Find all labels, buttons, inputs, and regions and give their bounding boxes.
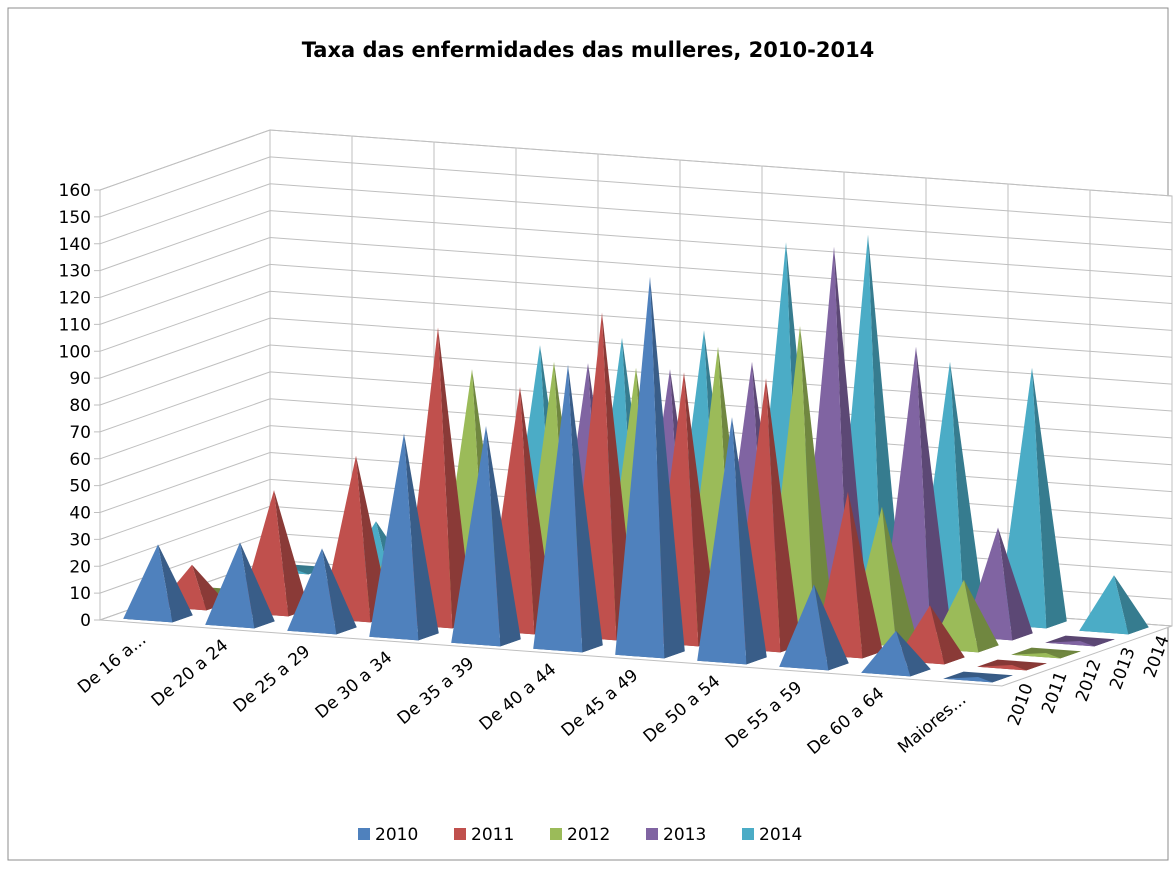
- y-tick-label: 70: [69, 423, 91, 443]
- pyramid-front-face: [943, 677, 993, 683]
- pyramid-right-face: [650, 276, 685, 659]
- pyramid-right-face: [486, 426, 521, 647]
- legend-label: 2011: [471, 825, 514, 845]
- y-tick-label: 50: [69, 477, 91, 497]
- pyramid-right-face: [438, 327, 473, 629]
- legend-swatch: [550, 828, 562, 840]
- pyramid-front-face: [615, 276, 665, 659]
- pyramid-right-face: [896, 630, 931, 677]
- pyramid-right-face: [950, 361, 985, 623]
- pyramid-right-face: [1114, 575, 1149, 635]
- pyramid-right-face: [732, 417, 767, 665]
- pyramid-right-face: [978, 675, 1013, 683]
- grid-line: [99, 156, 1173, 224]
- pyramid-front-face: [451, 426, 501, 647]
- legend-swatch: [358, 828, 370, 840]
- pyramid: [1079, 575, 1149, 635]
- pyramid: [779, 584, 849, 671]
- pyramid-right-face: [766, 378, 801, 653]
- y-tick-label: 40: [69, 504, 91, 524]
- pyramid-front-face: [1011, 653, 1061, 659]
- grid-line: [99, 129, 1173, 197]
- pyramid: [287, 548, 357, 635]
- y-tick-label: 100: [59, 342, 91, 362]
- pyramid-right-face: [964, 579, 999, 653]
- y-tick-label: 110: [59, 315, 91, 335]
- legend-label: 2012: [567, 825, 610, 845]
- pyramid-front-face: [533, 364, 583, 653]
- pyramid-right-face: [998, 527, 1033, 641]
- pyramid-right-face: [274, 490, 309, 617]
- pyramid-right-face: [800, 325, 835, 641]
- pyramid-right-face: [834, 246, 869, 629]
- grid-line: [99, 183, 1173, 251]
- pyramid: [369, 433, 439, 641]
- y-tick-label: 30: [69, 530, 91, 550]
- legend-swatch: [646, 828, 658, 840]
- pyramid-right-face: [1032, 367, 1067, 629]
- pyramid-right-face: [322, 548, 357, 635]
- grid-line: [99, 210, 1173, 278]
- legend-label: 2014: [759, 825, 802, 845]
- pyramid-right-face: [1080, 639, 1115, 647]
- pyramid-front-face: [287, 548, 337, 635]
- pyramid: [1011, 647, 1081, 659]
- y-tick-label: 60: [69, 450, 91, 470]
- pyramid-right-face: [868, 234, 903, 617]
- pyramid-front-face: [779, 584, 829, 671]
- pyramid-front-face: [697, 417, 747, 665]
- pyramid-right-face: [1046, 651, 1081, 659]
- pyramid-front-face: [1045, 641, 1095, 647]
- pyramid-right-face: [158, 544, 193, 623]
- pyramid-front-face: [977, 665, 1027, 671]
- pyramid: [977, 659, 1047, 671]
- pyramid: [451, 426, 521, 647]
- legend-swatch: [454, 828, 466, 840]
- pyramid-right-face: [848, 491, 883, 659]
- pyramid-right-face: [404, 433, 439, 641]
- y-tick-label: 0: [80, 611, 91, 631]
- pyramid-right-face: [1012, 663, 1047, 671]
- pyramid: [205, 542, 275, 629]
- y-tick-label: 120: [59, 289, 91, 309]
- pyramid: [943, 671, 1013, 683]
- pyramid-right-face: [814, 584, 849, 671]
- pyramid: [1045, 635, 1115, 647]
- y-tick-label: 10: [69, 584, 91, 604]
- legend-label: 2010: [375, 825, 418, 845]
- chart-title: Taxa das enfermidades das mulleres, 2010…: [302, 38, 875, 62]
- pyramid-right-face: [930, 605, 965, 665]
- legend-swatch: [742, 828, 754, 840]
- pyramid-front-face: [123, 544, 173, 623]
- pyramid: [615, 276, 685, 659]
- pyramid: [861, 630, 931, 677]
- y-tick-label: 80: [69, 396, 91, 416]
- y-tick-label: 20: [69, 557, 91, 577]
- pyramid: [123, 544, 193, 623]
- pyramid-right-face: [882, 506, 917, 647]
- pyramid-right-face: [240, 542, 275, 629]
- pyramid: [533, 364, 603, 653]
- pyramid: [697, 417, 767, 665]
- y-tick-label: 150: [59, 208, 91, 228]
- pyramid-front-face: [861, 630, 911, 677]
- y-tick-label: 130: [59, 262, 91, 282]
- y-tick-label: 90: [69, 369, 91, 389]
- legend-label: 2013: [663, 825, 706, 845]
- y-tick-label: 160: [59, 181, 91, 201]
- pyramid-right-face: [568, 364, 603, 653]
- pyramid-front-face: [1079, 575, 1129, 635]
- pyramid-front-face: [369, 433, 419, 641]
- y-tick-label: 140: [59, 235, 91, 255]
- pyramid-front-face: [205, 542, 255, 629]
- pyramid-right-face: [916, 346, 951, 635]
